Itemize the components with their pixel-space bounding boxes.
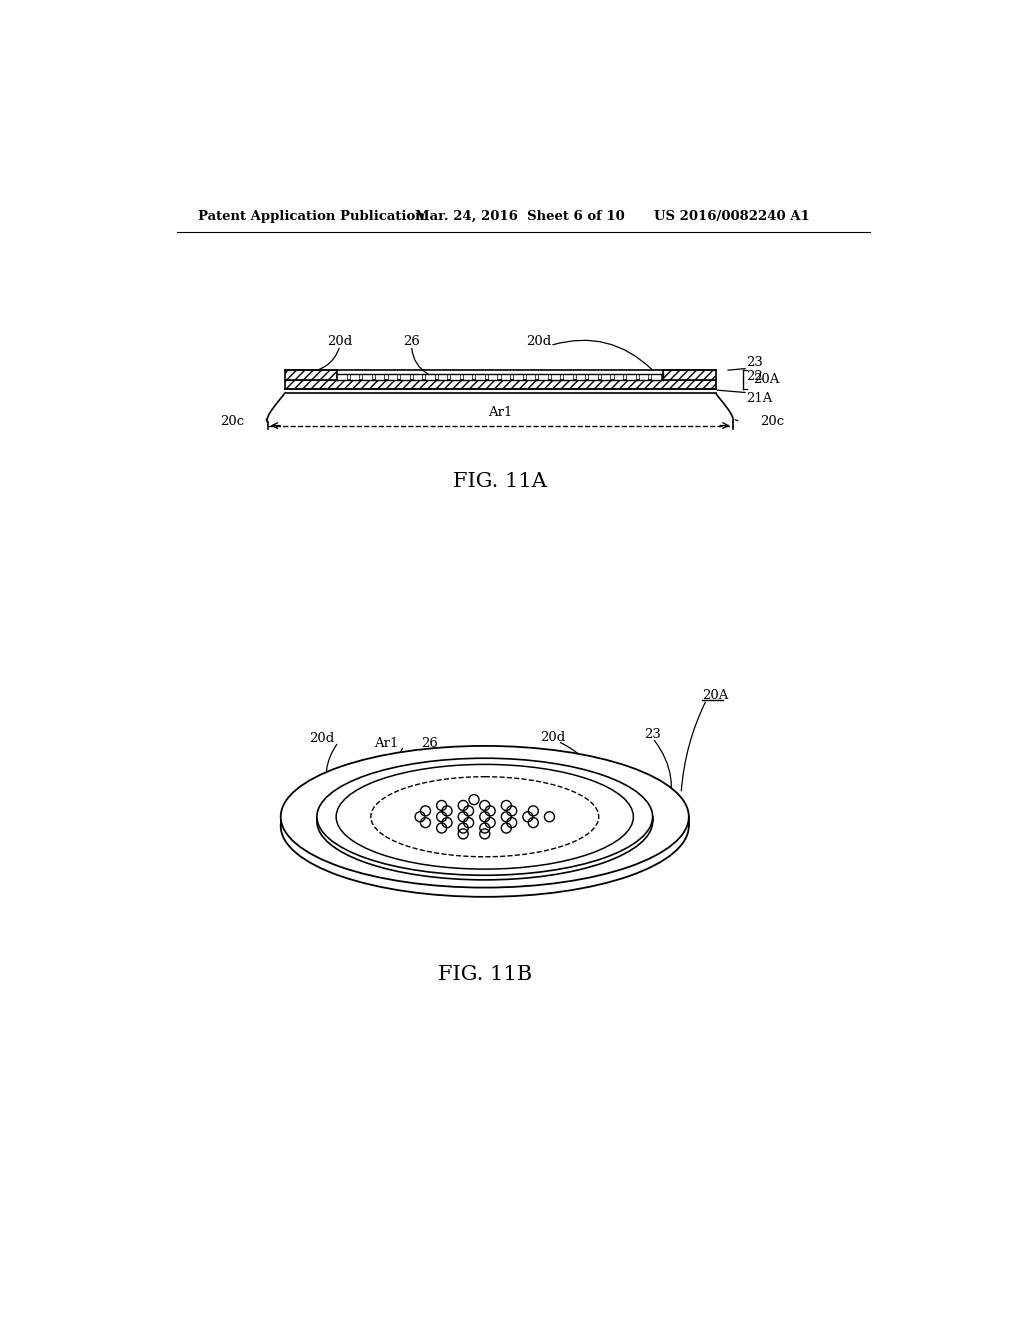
Text: 20A: 20A bbox=[753, 374, 779, 387]
Bar bbox=[285, 370, 337, 380]
Text: 20d: 20d bbox=[328, 335, 352, 348]
Bar bbox=[337, 374, 347, 380]
Bar bbox=[362, 374, 372, 380]
Bar bbox=[375, 374, 384, 380]
Text: 22: 22 bbox=[746, 370, 763, 383]
Text: 20d: 20d bbox=[526, 335, 551, 348]
Text: Ar1: Ar1 bbox=[488, 407, 512, 420]
Text: 20c: 20c bbox=[220, 416, 245, 428]
Text: 21A: 21A bbox=[746, 392, 773, 405]
Text: 26: 26 bbox=[403, 335, 420, 348]
Bar bbox=[626, 374, 636, 380]
Bar bbox=[285, 370, 337, 380]
Ellipse shape bbox=[336, 764, 634, 869]
Bar bbox=[601, 374, 610, 380]
Bar bbox=[539, 374, 548, 380]
Bar bbox=[563, 374, 572, 380]
Bar bbox=[575, 374, 586, 380]
Bar bbox=[488, 374, 498, 380]
Bar bbox=[425, 374, 434, 380]
Bar bbox=[513, 374, 522, 380]
Bar bbox=[664, 370, 716, 380]
Text: Patent Application Publication: Patent Application Publication bbox=[199, 210, 425, 223]
Bar bbox=[387, 374, 397, 380]
Bar bbox=[451, 374, 460, 380]
Text: FIG. 11A: FIG. 11A bbox=[454, 473, 547, 491]
Text: FIG. 11B: FIG. 11B bbox=[437, 965, 531, 985]
Bar bbox=[651, 374, 660, 380]
Text: 23: 23 bbox=[644, 727, 662, 741]
Ellipse shape bbox=[281, 755, 689, 896]
Text: 20A: 20A bbox=[701, 689, 728, 702]
Bar bbox=[438, 374, 447, 380]
Text: Mar. 24, 2016  Sheet 6 of 10: Mar. 24, 2016 Sheet 6 of 10 bbox=[416, 210, 626, 223]
Bar bbox=[285, 380, 716, 389]
Bar bbox=[664, 370, 716, 380]
Bar bbox=[463, 374, 472, 380]
Text: 20d: 20d bbox=[540, 731, 565, 744]
Ellipse shape bbox=[281, 746, 689, 887]
Bar bbox=[589, 374, 598, 380]
Bar bbox=[285, 380, 716, 389]
Bar bbox=[501, 374, 510, 380]
Text: 23: 23 bbox=[746, 355, 764, 368]
Ellipse shape bbox=[371, 776, 599, 857]
Bar bbox=[639, 374, 648, 380]
Bar bbox=[400, 374, 410, 380]
Text: Ar1: Ar1 bbox=[374, 737, 398, 750]
Ellipse shape bbox=[316, 758, 652, 875]
Bar bbox=[350, 374, 359, 380]
Bar bbox=[613, 374, 623, 380]
Bar bbox=[551, 374, 560, 380]
Text: 26: 26 bbox=[421, 737, 437, 750]
Bar bbox=[525, 374, 536, 380]
Bar bbox=[475, 374, 484, 380]
Bar bbox=[413, 374, 422, 380]
Text: 20c: 20c bbox=[760, 416, 783, 428]
Text: 20d: 20d bbox=[309, 731, 334, 744]
Ellipse shape bbox=[316, 763, 652, 880]
Text: US 2016/0082240 A1: US 2016/0082240 A1 bbox=[654, 210, 810, 223]
